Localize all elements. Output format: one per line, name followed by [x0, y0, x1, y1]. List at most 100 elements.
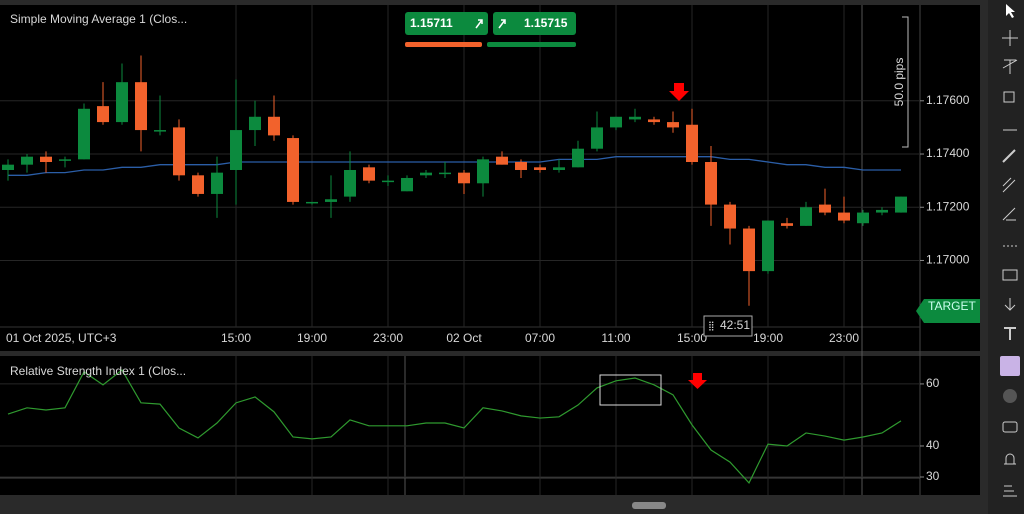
candle-body — [2, 164, 14, 170]
candle-body — [648, 119, 660, 123]
tool-alert[interactable] — [1004, 453, 1016, 465]
x-tick-label: 11:00 — [601, 331, 630, 345]
candle-body — [97, 106, 109, 123]
candle-body — [363, 167, 375, 181]
candle-body — [800, 207, 812, 226]
countdown: 42:51 — [720, 318, 750, 332]
rsi-panel — [0, 356, 980, 495]
candle-body — [154, 130, 166, 132]
y-tick-label: 40 — [926, 438, 940, 452]
candle-body — [306, 201, 318, 204]
candle-body — [515, 162, 527, 170]
x-tick-label: 01 Oct 2025, UTC+3 — [6, 331, 117, 345]
candle-body — [857, 212, 869, 224]
candle-body — [591, 127, 603, 149]
toolbar — [988, 0, 1024, 514]
buy-button[interactable] — [493, 12, 576, 35]
arrow-icon — [498, 19, 506, 29]
y-tick-label: 1.17600 — [926, 93, 970, 107]
tool-channel[interactable] — [1002, 207, 1016, 221]
countdown-box — [703, 315, 753, 337]
tool-zoom[interactable] — [1002, 59, 1018, 74]
tool-camera[interactable] — [1002, 421, 1018, 433]
candle-body — [876, 209, 888, 213]
candle-body — [192, 175, 204, 194]
candle-body — [553, 167, 565, 170]
y-tick-label: 60 — [926, 376, 940, 390]
candle-body — [572, 148, 584, 168]
candle-body — [819, 204, 831, 213]
candle-body — [895, 196, 907, 213]
candle-body — [268, 116, 280, 136]
candle-body — [287, 138, 299, 202]
x-tick-label: 19:00 — [297, 331, 327, 345]
candle-body — [401, 177, 413, 192]
tool-arrow[interactable] — [1004, 298, 1016, 311]
candle-body — [781, 223, 793, 226]
y-tick-label: 1.17400 — [926, 146, 970, 160]
candle-body — [477, 159, 489, 184]
candle-body — [534, 167, 546, 170]
candle-body — [173, 127, 185, 176]
indicator-title: Simple Moving Average 1 (Clos... — [10, 12, 187, 26]
buy-price: 1.15715 — [524, 16, 568, 30]
y-tick-label: 1.17800 — [926, 0, 970, 1]
candle-body — [211, 172, 223, 194]
sell-button[interactable] — [405, 12, 488, 35]
candle-body — [325, 199, 337, 202]
scroll-thumb[interactable] — [632, 502, 666, 509]
candle-body — [439, 172, 451, 175]
buy-bar — [487, 42, 576, 47]
range-bracket — [902, 16, 909, 148]
indicator-title: Relative Strength Index 1 (Clos... — [10, 364, 186, 378]
x-tick-label: 07:00 — [525, 331, 555, 345]
x-tick-label: 15:00 — [677, 331, 707, 345]
tool-fib[interactable] — [1002, 177, 1016, 193]
target-label: TARGET — [928, 299, 976, 313]
tool-settings[interactable] — [1003, 485, 1017, 497]
selection-box — [599, 374, 662, 406]
y-tick-label: 30 — [926, 469, 940, 483]
candle-body — [838, 212, 850, 221]
target-tag[interactable] — [916, 299, 980, 323]
x-tick-label: 23:00 — [829, 331, 859, 345]
tool-crosshair[interactable] — [1002, 30, 1018, 46]
arrow-icon — [475, 19, 483, 29]
tool-box[interactable] — [1003, 91, 1015, 103]
color-picker[interactable] — [1000, 356, 1020, 376]
candle-body — [40, 156, 52, 163]
x-tick-label: 02 Oct — [446, 331, 482, 345]
signal-arrow — [688, 373, 707, 389]
candle-body — [686, 124, 698, 163]
candle-body — [135, 82, 147, 131]
candle-body — [230, 130, 242, 170]
tool-pointer[interactable] — [1006, 4, 1015, 18]
candle-body — [762, 220, 774, 272]
time-axis — [0, 327, 980, 351]
candle-body — [610, 116, 622, 128]
candle-body — [458, 172, 470, 184]
candle-body — [59, 159, 71, 161]
tool-pen[interactable] — [1002, 149, 1016, 163]
x-tick-label: 19:00 — [753, 331, 783, 345]
y-tick-label: 1.17000 — [926, 253, 970, 267]
range-label: 50.0 pips — [892, 58, 906, 107]
tool-text[interactable] — [1004, 327, 1016, 340]
sell-price: 1.15711 — [410, 16, 453, 30]
candle-body — [420, 172, 432, 176]
candle-body — [116, 82, 128, 123]
candle-body — [496, 156, 508, 165]
tool-rect[interactable] — [1002, 269, 1018, 281]
candle-body — [629, 116, 641, 120]
scrollbar — [0, 497, 980, 514]
tool-thickness[interactable] — [1003, 389, 1017, 403]
candle-body — [344, 169, 356, 197]
x-tick-label: 15:00 — [221, 331, 251, 345]
grip-icon: ⣿ — [708, 320, 715, 330]
candle-body — [78, 108, 90, 160]
candle-body — [705, 162, 717, 205]
candle-body — [724, 204, 736, 229]
candle-body — [743, 228, 755, 272]
